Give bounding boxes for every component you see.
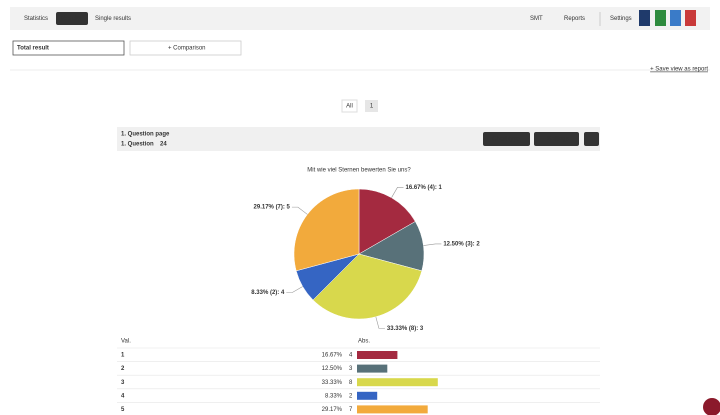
row-count: 3 — [349, 366, 353, 372]
active-tab[interactable] — [56, 12, 88, 25]
pie-slice — [358, 188, 416, 255]
page-button[interactable] — [365, 100, 378, 112]
row-bar — [357, 364, 388, 373]
row-percent: 16.67% — [322, 353, 343, 359]
export-icon[interactable] — [670, 10, 681, 26]
menu[interactable]: Reports — [564, 16, 585, 22]
download-button[interactable] — [584, 132, 599, 146]
chart-type-button[interactable] — [483, 132, 530, 146]
row-bar — [357, 378, 438, 387]
response-count: 24 — [160, 142, 167, 148]
panel-page: 1. Question page — [121, 132, 170, 138]
result-select[interactable] — [12, 40, 125, 56]
row-value: 4 — [121, 393, 125, 399]
chart-title: Mit wie viel Sternen bewerten Sie uns? — [307, 168, 411, 174]
pie-slice — [312, 253, 423, 320]
slice-label: 12.50% (3): 2 — [443, 242, 480, 248]
slice-label: 16.67% (4): 1 — [406, 185, 443, 191]
export-icon[interactable] — [685, 10, 696, 26]
button-label[interactable]: Settings — [547, 137, 569, 143]
page-button[interactable] — [341, 99, 358, 113]
tab[interactable]: Single results — [95, 16, 131, 22]
row-percent: 33.33% — [322, 380, 343, 386]
row-count: 8 — [349, 380, 353, 386]
row-percent: 8.33% — [325, 393, 343, 399]
select-label: Total result — [17, 46, 49, 52]
top-bar — [10, 7, 710, 30]
row-bar — [357, 351, 398, 359]
comparison-label: + Comparison — [168, 46, 206, 52]
table-header: Abs. — [358, 339, 370, 345]
page-link[interactable]: All — [346, 104, 353, 110]
leader-line — [286, 286, 303, 293]
export-icon[interactable] — [639, 10, 650, 26]
row-percent: 29.17% — [322, 407, 343, 413]
row-count: 4 — [349, 353, 353, 359]
row-value: 2 — [121, 366, 125, 372]
row-value: 1 — [121, 353, 125, 359]
page-link[interactable]: 1 — [370, 104, 374, 110]
export-icon[interactable] — [655, 10, 666, 26]
leader-line — [391, 187, 404, 198]
tab[interactable]: Statistics — [24, 16, 48, 22]
row-bar — [357, 391, 378, 400]
table-header: Val. — [121, 339, 131, 345]
comparison-select[interactable] — [129, 40, 242, 56]
row-bar — [357, 405, 428, 414]
help-icon[interactable] — [703, 398, 720, 415]
row-count: 2 — [349, 393, 353, 399]
leader-line — [423, 243, 442, 246]
slice-label: 8.33% (2): 4 — [251, 290, 285, 296]
row-value: 3 — [121, 380, 125, 386]
button-label[interactable]: Chart type — [492, 137, 520, 143]
slice-label: 33.33% (8): 3 — [387, 326, 424, 332]
row-value: 5 — [121, 407, 125, 413]
row-percent: 12.50% — [322, 366, 343, 372]
row-count: 7 — [349, 407, 353, 413]
tab[interactable]: Results — [61, 16, 81, 22]
menu[interactable]: Settings — [610, 16, 632, 22]
panel-question: 1. Question — [121, 142, 154, 148]
leader-line — [375, 316, 385, 329]
slice-label: 29.17% (7): 5 — [254, 205, 291, 211]
save-link[interactable]: + Save view as report — [650, 67, 708, 73]
leader-line — [291, 206, 308, 215]
menu[interactable]: SMT — [530, 16, 543, 22]
settings-button[interactable] — [534, 132, 579, 146]
